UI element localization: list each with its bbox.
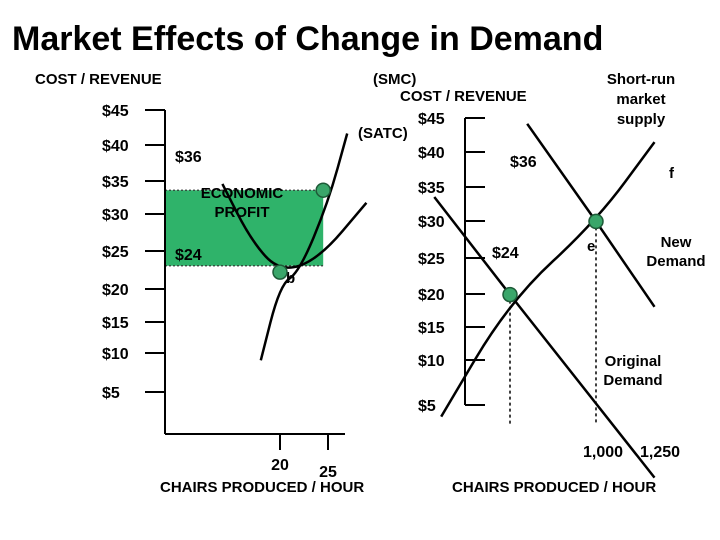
left-x-tick-label: 20 bbox=[271, 457, 289, 474]
left-intersection-point bbox=[315, 182, 331, 198]
right-y-tick-label: $10 bbox=[418, 353, 445, 370]
left-x-tick-label: 25 bbox=[319, 464, 337, 481]
right-y-tick-label: $35 bbox=[418, 180, 445, 197]
left-x-axis-label: CHAIRS PRODUCED / HOUR bbox=[160, 479, 364, 496]
left-y-tick-label: $45 bbox=[102, 103, 129, 120]
right-x-tick-label-1250: 1,250 bbox=[640, 444, 680, 461]
right-point-e-label: e bbox=[587, 238, 595, 255]
right-y-tick-label: $45 bbox=[418, 111, 445, 128]
right-y-tick-label: $25 bbox=[418, 251, 445, 268]
right-point-e bbox=[502, 286, 518, 303]
left-price-low-label: $24 bbox=[175, 247, 202, 264]
left-smc-label: (SMC) bbox=[373, 71, 416, 88]
right-y-tick-label: $15 bbox=[418, 320, 445, 337]
left-y-tick-label: $15 bbox=[102, 315, 129, 332]
left-point-b bbox=[272, 264, 288, 280]
right-point-f-label: f bbox=[669, 165, 675, 182]
right-new-demand-line bbox=[526, 123, 656, 308]
right-new-demand-label: New Demand bbox=[646, 234, 705, 270]
left-region-label: ECONOMIC PROFIT bbox=[201, 185, 284, 221]
left-y-tick-label: $30 bbox=[102, 207, 129, 224]
left-y-tick-label: $5 bbox=[102, 385, 120, 402]
right-y-tick-label: $30 bbox=[418, 214, 445, 231]
left-y-axis-label: COST / REVENUE bbox=[35, 71, 162, 88]
right-y-tick-label: $40 bbox=[418, 145, 445, 162]
right-y-tick-label: $5 bbox=[418, 398, 436, 415]
left-y-tick-label: $10 bbox=[102, 346, 129, 363]
right-y-tick-label: $20 bbox=[418, 287, 445, 304]
left-price-high-label: $36 bbox=[175, 149, 202, 166]
right-supply-label: Short-run market supply bbox=[607, 71, 675, 128]
right-original-demand-line bbox=[433, 196, 656, 479]
right-point-f bbox=[588, 213, 604, 230]
left-y-tick-label: $40 bbox=[102, 138, 129, 155]
left-smc-curve bbox=[259, 133, 349, 361]
chart-title: Market Effects of Change in Demand bbox=[12, 20, 603, 58]
right-x-tick-label-1000: 1,000 bbox=[583, 444, 623, 461]
right-supply-curve bbox=[440, 141, 656, 418]
left-y-tick-label: $20 bbox=[102, 282, 129, 299]
left-satc-label: (SATC) bbox=[358, 125, 408, 142]
right-price-low-label: $24 bbox=[492, 245, 519, 262]
right-y-axis-label: COST / REVENUE bbox=[400, 88, 527, 105]
right-original-demand-label: Original Demand bbox=[603, 353, 662, 389]
left-y-tick-label: $25 bbox=[102, 244, 129, 261]
right-price-high-label: $36 bbox=[510, 154, 537, 171]
left-y-tick-label: $35 bbox=[102, 174, 129, 191]
right-x-axis-label: CHAIRS PRODUCED / HOUR bbox=[452, 479, 656, 496]
